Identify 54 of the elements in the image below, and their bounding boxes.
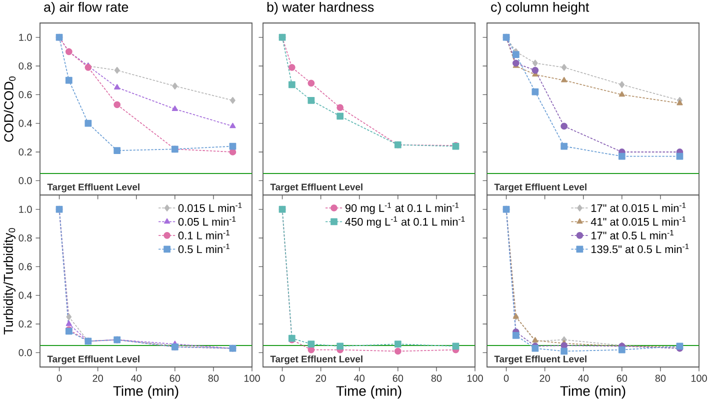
chart-title: a) air flow rate [44, 2, 128, 14]
x-tick-label: 0 [504, 374, 509, 382]
ref-line-label: Target Effluent Level [47, 355, 140, 364]
ref-line-label: Target Effluent Level [270, 183, 362, 192]
x-tick-label: 20 [92, 374, 103, 382]
x-tick-label: 20 [316, 374, 326, 382]
legend-label: 17" at 0.5 L min$^{-1}$ [591, 230, 674, 240]
chart-title: c) column height [491, 2, 590, 14]
y-tick-label: 1.0 [19, 34, 32, 41]
y-tick-label: 0.2 [18, 148, 32, 156]
y-tick-label: 0.8 [18, 234, 32, 242]
x-tick-label: 40 [578, 374, 589, 382]
y-tick-label: 0.4 [18, 292, 32, 299]
x-tick-label: 60 [616, 374, 628, 382]
ref-line-label: Target Effluent Level [270, 355, 362, 364]
y-tick-label: 0.4 [18, 120, 32, 127]
legend-label: 41" at 0.015 L min$^{-1}$ [590, 216, 686, 226]
y-tick-label: 0.6 [18, 91, 32, 98]
legend-label: 450 mg L$^{-1}$ at 0.1 L min$^{-1}$ [345, 216, 465, 228]
x-tick-label: 100 [691, 374, 707, 382]
y-tick-label: 0.0 [18, 177, 32, 184]
legend-label: 17" at 0.015 L min$^{-1}$ [591, 202, 686, 212]
x-tick-label: 0 [280, 374, 285, 382]
legend-label: 0.05 L min$^{-1}$ [178, 216, 236, 226]
x-tick-label: 100 [244, 374, 260, 382]
ref-line-label: Target Effluent Level [494, 355, 586, 364]
chart-title: b) water hardness [267, 2, 374, 14]
legend-label: 0.1 L min$^{-1}$ [178, 230, 230, 240]
x-tick-label: 0 [56, 374, 62, 382]
x-tick-label: 60 [392, 374, 404, 382]
y-axis-title: COD/COD$_{0}$ [4, 76, 16, 142]
y-tick-label: 0.2 [18, 320, 32, 328]
ref-line-label: Target Effluent Level [47, 183, 140, 192]
x-tick-label: 40 [131, 374, 142, 382]
x-tick-label: 100 [467, 374, 483, 382]
x-axis-title: Time (min) [113, 386, 178, 399]
y-axis-title: Turbidity/Turbidity$_{0}$ [3, 228, 16, 334]
x-tick-label: 80 [431, 374, 442, 382]
y-tick-label: 0.6 [18, 263, 32, 270]
y-tick-label: 1.0 [19, 206, 32, 213]
x-tick-label: 80 [208, 374, 219, 382]
y-tick-label: 0.8 [18, 62, 32, 70]
legend-label: 0.5 L min$^{-1}$ [178, 244, 230, 254]
legend-label: 139.5" at 0.5 L min$^{-1}$ [591, 244, 689, 254]
x-tick-label: 80 [655, 374, 666, 382]
legend-label: 0.015 L min$^{-1}$ [178, 202, 242, 212]
x-axis-title: Time (min) [560, 386, 626, 399]
ref-line-label: Target Effluent Level [494, 183, 586, 192]
x-tick-label: 60 [170, 374, 180, 382]
x-tick-label: 20 [540, 374, 550, 382]
x-tick-label: 40 [354, 374, 365, 382]
y-tick-label: 0.0 [18, 349, 32, 356]
x-axis-title: Time (min) [336, 386, 402, 399]
legend-label: 90 mg L$^{-1}$ at 0.1 L min$^{-1}$ [345, 202, 459, 214]
